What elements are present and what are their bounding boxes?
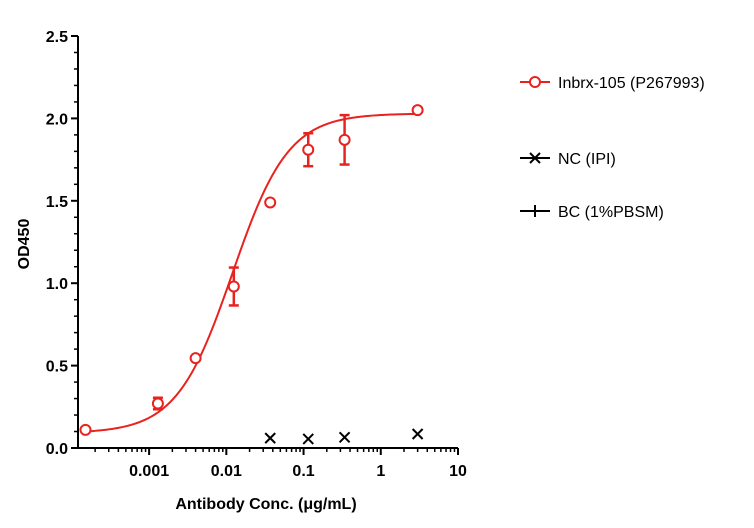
data-point (411, 104, 424, 117)
y-tick-label: 2.0 (46, 111, 68, 128)
data-point (411, 428, 424, 440)
y-tick-label: 1.0 (46, 276, 68, 293)
legend-marker-x-icon (529, 152, 541, 164)
legend-marker-circle-icon (529, 76, 541, 88)
y-axis-title: OD450 (16, 219, 33, 270)
data-point (151, 397, 164, 410)
data-point (227, 280, 240, 293)
legend: Inbrx-105 (P267993) NC (IPI) BC (1%PBSM) (520, 75, 705, 221)
x-axis-title: Antibody Conc. (μg/mL) (175, 496, 356, 513)
axes (77, 36, 458, 449)
y-tick-label: 0.5 (46, 359, 68, 376)
data-point (264, 432, 276, 444)
data-point (189, 352, 202, 365)
x-tick-label: 0.001 (129, 463, 169, 480)
data-point (79, 423, 92, 436)
data-marks (79, 104, 424, 445)
x-tick-label: 10 (449, 463, 467, 480)
legend-label-1: NC (IPI) (558, 151, 616, 168)
data-point (302, 433, 314, 445)
y-tick-label: 2.5 (46, 29, 68, 46)
fit-curves (85, 112, 416, 433)
data-point (338, 133, 351, 146)
y-tick-label: 1.5 (46, 194, 68, 211)
data-point (338, 431, 351, 443)
legend-label-2: BC (1%PBSM) (558, 204, 664, 221)
fit-curve-0 (85, 112, 416, 433)
x-tick-label: 0.1 (292, 463, 314, 480)
axis-ticks: 0.0 0.5 1.0 1.5 2.0 2.5 0.001 0.01 0.1 1 10 (46, 29, 467, 480)
x-tick-label: 1 (376, 463, 385, 480)
y-tick-label: 0.0 (46, 441, 68, 458)
data-point (264, 196, 277, 209)
legend-label-0: Inbrx-105 (P267993) (558, 75, 705, 92)
x-tick-label: 0.01 (211, 463, 242, 480)
data-point (302, 143, 315, 156)
